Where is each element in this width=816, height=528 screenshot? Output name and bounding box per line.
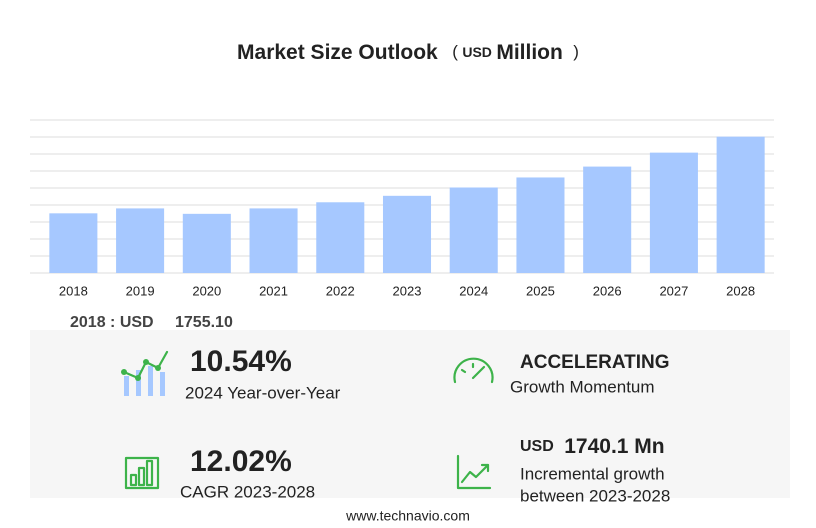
kpi-value-line: USD 1740.1 Mn bbox=[520, 435, 665, 458]
kpi-label: 2024 Year-over-Year bbox=[185, 383, 341, 402]
kpi-label: CAGR 2023-2028 bbox=[180, 482, 315, 501]
bar bbox=[182, 213, 231, 273]
icon-gauge bbox=[453, 357, 494, 384]
base-label: 2018 : USD bbox=[70, 314, 154, 331]
bar bbox=[316, 202, 365, 273]
bar bbox=[449, 187, 498, 273]
x-tick-label: 2024 bbox=[459, 283, 488, 298]
x-tick-label: 2023 bbox=[393, 283, 422, 298]
footer: www.technavio.com bbox=[345, 508, 470, 524]
kpi-currency: USD bbox=[520, 438, 554, 455]
x-tick-label: 2025 bbox=[526, 283, 555, 298]
bar bbox=[249, 208, 298, 273]
x-tick-label: 2021 bbox=[259, 283, 288, 298]
icon-growth bbox=[456, 454, 492, 490]
unit-open: ( bbox=[452, 42, 458, 61]
kpi-value: 12.02% bbox=[190, 445, 292, 478]
x-tick-label: 2022 bbox=[326, 283, 355, 298]
kpi-value: 10.54% bbox=[190, 345, 292, 378]
x-tick-label: 2028 bbox=[726, 283, 755, 298]
icon-yoy bbox=[121, 350, 169, 396]
icon-cagr bbox=[124, 456, 160, 490]
bar bbox=[649, 152, 698, 273]
chart-title: Market Size Outlook bbox=[237, 41, 438, 64]
kpi-value: ACCELERATING bbox=[520, 352, 670, 373]
chart-title-line: Market Size Outlook ( USD Million ) bbox=[237, 41, 579, 64]
bar bbox=[49, 213, 98, 273]
bar bbox=[583, 166, 632, 273]
kpi-value: 1740.1 Mn bbox=[564, 435, 664, 458]
x-tick-label: 2018 bbox=[59, 283, 88, 298]
x-tick-label: 2026 bbox=[593, 283, 622, 298]
x-tick-label: 2020 bbox=[192, 283, 221, 298]
bar bbox=[382, 195, 432, 273]
x-tick-label: 2027 bbox=[659, 283, 688, 298]
kpi-label: between 2023-2028 bbox=[520, 486, 670, 505]
unit-currency: USD bbox=[462, 44, 492, 60]
bar bbox=[516, 177, 565, 273]
unit-close: ) bbox=[573, 42, 579, 61]
bar bbox=[116, 208, 165, 273]
bar bbox=[716, 136, 765, 273]
kpi-label: Incremental growth bbox=[520, 464, 665, 483]
kpi-label: Growth Momentum bbox=[510, 377, 655, 396]
unit-name: Million bbox=[496, 41, 563, 64]
x-tick-label: 2019 bbox=[126, 283, 155, 298]
base-value: 1755.10 bbox=[175, 314, 233, 331]
summary-panel bbox=[30, 330, 790, 498]
